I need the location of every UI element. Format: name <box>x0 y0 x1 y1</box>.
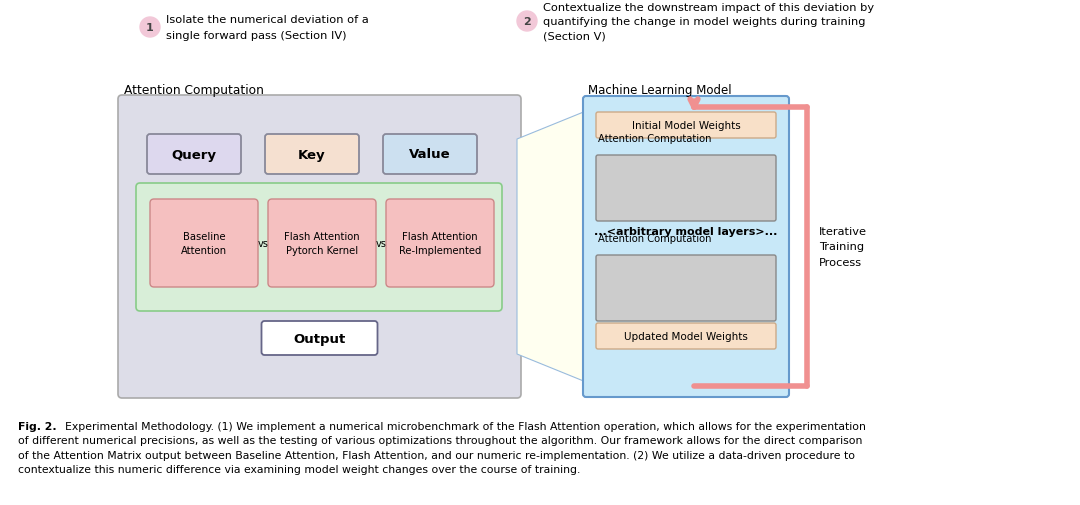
FancyBboxPatch shape <box>383 135 477 175</box>
Text: quantifying the change in model weights during training: quantifying the change in model weights … <box>543 17 865 27</box>
Text: single forward pass (Section IV): single forward pass (Section IV) <box>166 31 347 41</box>
Text: Query: Query <box>172 148 216 161</box>
Text: Initial Model Weights: Initial Model Weights <box>632 121 741 131</box>
Text: Fig. 2.: Fig. 2. <box>18 421 56 431</box>
FancyBboxPatch shape <box>596 256 777 321</box>
FancyBboxPatch shape <box>150 199 258 287</box>
Text: Baseline
Attention: Baseline Attention <box>181 231 227 256</box>
FancyBboxPatch shape <box>596 323 777 349</box>
Text: (Section V): (Section V) <box>543 31 606 41</box>
Text: Flash Attention
Re-Implemented: Flash Attention Re-Implemented <box>399 231 482 256</box>
FancyBboxPatch shape <box>136 184 502 312</box>
Text: Machine Learning Model: Machine Learning Model <box>588 84 731 97</box>
FancyBboxPatch shape <box>583 97 789 397</box>
FancyBboxPatch shape <box>596 113 777 139</box>
Text: Iterative
Training
Process: Iterative Training Process <box>819 226 867 268</box>
Text: Contextualize the downstream impact of this deviation by: Contextualize the downstream impact of t… <box>543 3 874 13</box>
FancyBboxPatch shape <box>265 135 359 175</box>
FancyBboxPatch shape <box>268 199 376 287</box>
Polygon shape <box>517 112 586 382</box>
Text: of the Attention Matrix output between Baseline Attention, Flash Attention, and : of the Attention Matrix output between B… <box>18 450 855 460</box>
Text: Updated Model Weights: Updated Model Weights <box>624 331 748 341</box>
FancyBboxPatch shape <box>261 321 378 356</box>
Text: Flash Attention
Pytorch Kernel: Flash Attention Pytorch Kernel <box>284 231 360 256</box>
FancyBboxPatch shape <box>596 156 777 222</box>
Text: Key: Key <box>298 148 326 161</box>
Text: Attention Computation: Attention Computation <box>124 84 264 97</box>
Circle shape <box>517 12 537 32</box>
Text: contextualize this numeric difference via examining model weight changes over th: contextualize this numeric difference vi… <box>18 465 580 475</box>
Text: vs: vs <box>376 238 387 248</box>
Text: 2: 2 <box>523 17 531 27</box>
FancyBboxPatch shape <box>118 96 521 398</box>
Text: 1: 1 <box>146 23 153 33</box>
FancyBboxPatch shape <box>147 135 241 175</box>
Text: Attention Computation: Attention Computation <box>598 233 712 243</box>
Text: Attention Computation: Attention Computation <box>598 134 712 144</box>
Text: Output: Output <box>294 332 346 345</box>
Text: ...<arbitrary model layers>...: ...<arbitrary model layers>... <box>594 227 778 236</box>
FancyBboxPatch shape <box>386 199 494 287</box>
Text: vs: vs <box>257 238 269 248</box>
Text: Experimental Methodology. (1) We implement a numerical microbenchmark of the Fla: Experimental Methodology. (1) We impleme… <box>58 421 866 431</box>
Text: Isolate the numerical deviation of a: Isolate the numerical deviation of a <box>166 15 368 25</box>
Circle shape <box>140 18 160 38</box>
Text: Value: Value <box>409 148 450 161</box>
Text: of different numerical precisions, as well as the testing of various optimizatio: of different numerical precisions, as we… <box>18 436 862 445</box>
